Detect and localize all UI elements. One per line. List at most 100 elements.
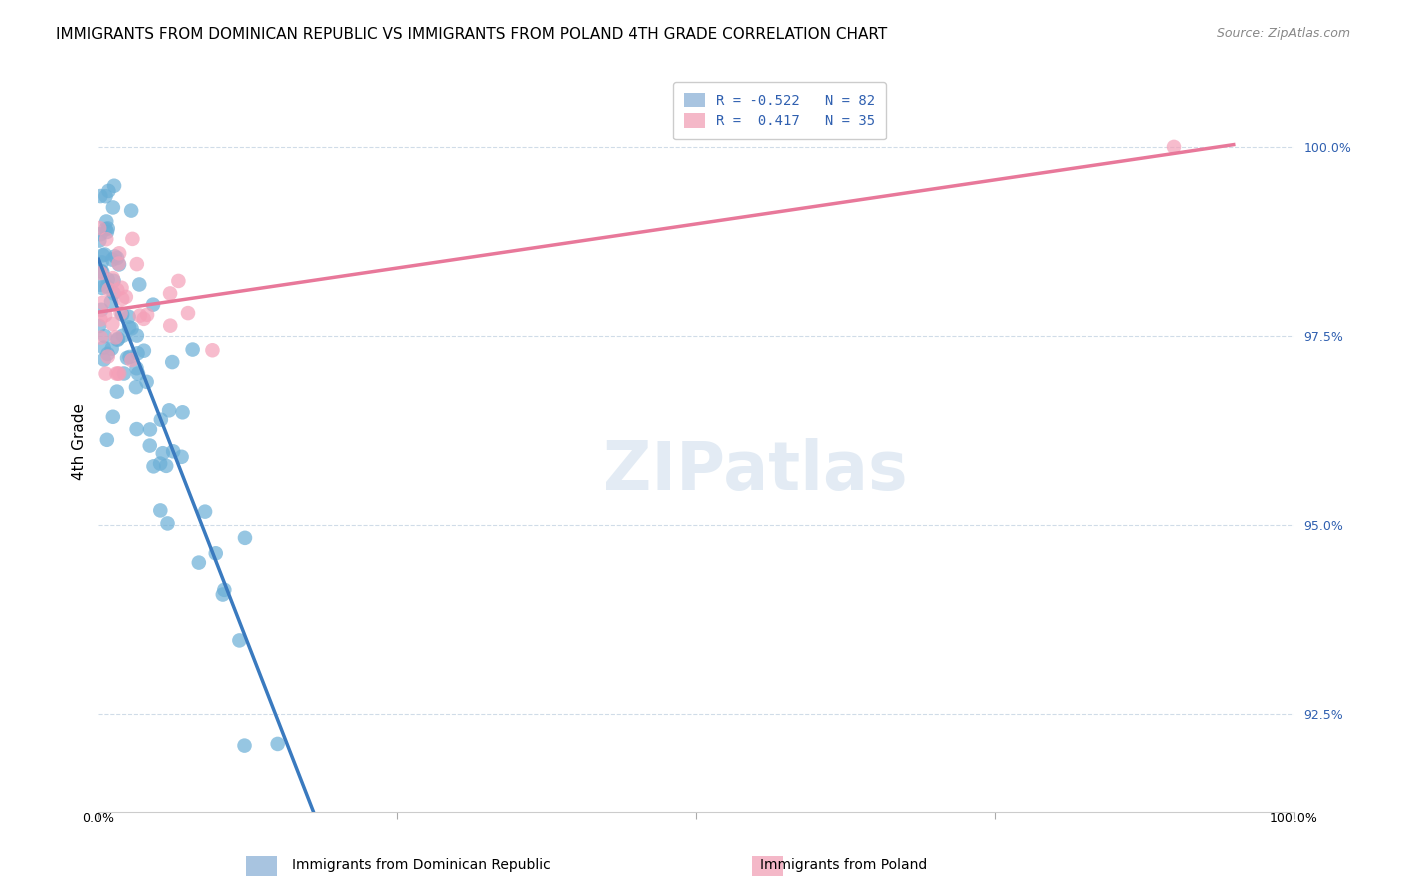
Point: [107, 367, 129, 381]
Point: [118, 320, 141, 334]
Point: [156, 516, 179, 531]
Point: [120, 203, 142, 218]
Point: [90, 266, 112, 280]
Point: [117, 310, 139, 324]
Point: [149, 457, 172, 471]
Point: [107, 333, 129, 347]
Point: [267, 737, 290, 751]
Point: [97, 221, 120, 235]
Point: [96, 433, 118, 447]
Point: [101, 317, 124, 331]
Point: [127, 346, 149, 360]
Point: [110, 281, 132, 295]
Point: [233, 739, 256, 753]
Point: [107, 332, 129, 346]
Point: [101, 252, 124, 267]
Point: [233, 531, 256, 545]
Point: [157, 403, 180, 417]
Point: [96, 225, 118, 239]
Point: [125, 422, 148, 436]
Point: [89, 234, 111, 248]
Point: [101, 201, 124, 215]
Point: [94, 329, 117, 343]
Point: [121, 321, 143, 335]
Point: [97, 184, 120, 198]
Point: [204, 546, 226, 560]
Point: [121, 232, 143, 246]
Point: [108, 257, 131, 271]
Point: [97, 282, 120, 296]
Point: [105, 283, 128, 297]
Point: [142, 298, 165, 312]
Point: [118, 350, 141, 364]
Point: [91, 248, 114, 262]
Point: [105, 384, 128, 399]
Point: [97, 272, 120, 286]
Point: [139, 439, 162, 453]
Text: IMMIGRANTS FROM DOMINICAN REPUBLIC VS IMMIGRANTS FROM POLAND 4TH GRADE CORRELATI: IMMIGRANTS FROM DOMINICAN REPUBLIC VS IM…: [56, 27, 887, 42]
Point: [159, 286, 181, 301]
Point: [132, 311, 155, 326]
Point: [194, 505, 217, 519]
Point: [110, 306, 132, 320]
Point: [111, 308, 134, 322]
Point: [170, 450, 193, 464]
Point: [125, 380, 148, 394]
Point: [108, 367, 131, 381]
Point: [90, 331, 112, 345]
Point: [103, 286, 125, 301]
Point: [120, 353, 142, 368]
Point: [167, 274, 190, 288]
Point: [228, 633, 250, 648]
Point: [103, 274, 125, 288]
Point: [111, 328, 134, 343]
Point: [142, 459, 165, 474]
Point: [94, 189, 117, 203]
Point: [125, 328, 148, 343]
Point: [105, 367, 128, 381]
Point: [111, 292, 134, 306]
Point: [101, 409, 124, 424]
Point: [96, 232, 118, 246]
Text: ZIPatlas: ZIPatlas: [603, 438, 908, 504]
Point: [91, 295, 114, 310]
Point: [89, 221, 111, 235]
Point: [125, 257, 148, 271]
Text: Source: ZipAtlas.com: Source: ZipAtlas.com: [1216, 27, 1350, 40]
Point: [90, 255, 112, 269]
Point: [96, 214, 118, 228]
Point: [100, 342, 122, 356]
Point: [90, 281, 112, 295]
Point: [89, 277, 111, 292]
Point: [115, 351, 138, 365]
Point: [96, 347, 118, 361]
Text: Immigrants from Poland: Immigrants from Poland: [761, 858, 927, 872]
Point: [89, 189, 111, 203]
Point: [96, 279, 118, 293]
Legend: R = -0.522   N = 82, R =  0.417   N = 35: R = -0.522 N = 82, R = 0.417 N = 35: [673, 82, 886, 139]
Text: Immigrants from Dominican Republic: Immigrants from Dominican Republic: [292, 858, 551, 872]
Point: [125, 361, 148, 376]
Point: [94, 308, 117, 322]
Point: [149, 412, 172, 426]
Point: [214, 582, 236, 597]
Point: [101, 271, 124, 285]
Point: [97, 350, 120, 364]
Y-axis label: 4th Grade: 4th Grade: [72, 403, 87, 480]
Point: [139, 422, 162, 436]
Point: [90, 302, 112, 317]
Text: 0.0%: 0.0%: [83, 812, 114, 825]
Point: [94, 367, 117, 381]
Point: [135, 375, 157, 389]
Point: [100, 294, 122, 309]
Point: [159, 318, 181, 333]
Point: [112, 367, 135, 381]
Point: [89, 312, 111, 326]
Point: [115, 290, 138, 304]
Point: [93, 341, 115, 355]
Point: [149, 503, 172, 517]
Point: [1163, 140, 1185, 154]
Point: [94, 222, 117, 236]
Point: [152, 446, 174, 460]
Point: [172, 405, 194, 419]
